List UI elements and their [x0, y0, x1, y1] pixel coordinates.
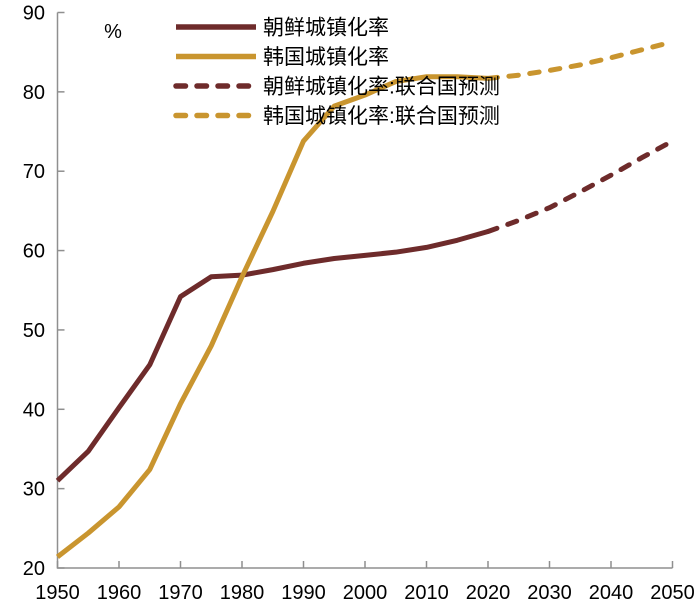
legend-label: 韩国城镇化率:联合国预测 — [263, 105, 500, 128]
x-tick-label: 2030 — [527, 582, 572, 604]
x-tick-label: 2010 — [404, 582, 449, 604]
y-tick-label: 70 — [23, 161, 45, 183]
legend-label: 朝鲜城镇化率 — [263, 17, 389, 40]
y-tick-label: 40 — [23, 399, 45, 421]
x-tick-label: 2000 — [343, 582, 388, 604]
x-tick-label: 1970 — [158, 582, 203, 604]
x-tick-label: 1950 — [35, 582, 80, 604]
series-line-sk_hist — [55, 74, 489, 559]
x-axis: 1950 1960 1970 1980 1990 2000 2010 2020 2030 2040… — [35, 561, 695, 604]
x-tick-label: 2050 — [650, 582, 695, 604]
series-line-sk_fcst — [485, 39, 675, 81]
series-line-nk_fcst — [485, 138, 675, 235]
y-tick-label: 30 — [23, 479, 45, 501]
legend-label: 朝鲜城镇化率:联合国预测 — [263, 76, 500, 99]
legend-item: 朝鲜城镇化率:联合国预测 — [173, 76, 500, 99]
y-tick-label: 20 — [23, 558, 45, 580]
x-tick-label: 1980 — [220, 582, 265, 604]
y-tick-label: 60 — [23, 241, 45, 263]
y-tick-label: 90 — [23, 3, 45, 25]
x-tick-label: 1990 — [281, 582, 326, 604]
y-axis: 20 30 40 50 60 70 80 90 — [23, 3, 65, 580]
legend-item: 韩国城镇化率 — [176, 46, 389, 69]
legend-label: 韩国城镇化率 — [263, 46, 389, 69]
legend-item: 韩国城镇化率:联合国预测 — [173, 105, 500, 128]
y-axis-unit-label: % — [104, 21, 122, 43]
x-tick-label: 2040 — [589, 582, 634, 604]
y-tick-label: 80 — [23, 82, 45, 104]
series-line-nk_hist — [55, 229, 489, 483]
x-tick-label: 2020 — [466, 582, 511, 604]
x-tick-label: 1960 — [97, 582, 142, 604]
y-tick-label: 50 — [23, 320, 45, 342]
legend-item: 朝鲜城镇化率 — [176, 17, 389, 40]
